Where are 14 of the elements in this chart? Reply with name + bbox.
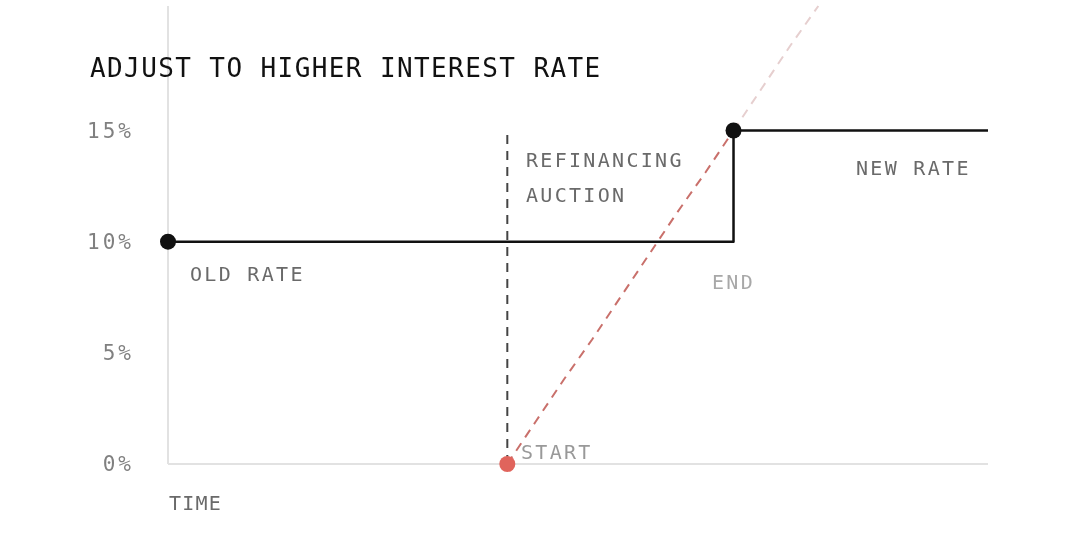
annotation: REFINANCING AUCTION xyxy=(526,146,685,209)
y-tick-label: 10% xyxy=(87,230,134,255)
annotation: START xyxy=(521,440,593,465)
annotation: OLD RATE xyxy=(190,261,305,286)
annotation: NEW RATE xyxy=(856,156,971,181)
y-tick-label: 15% xyxy=(87,118,134,143)
point xyxy=(725,122,742,139)
x-axis-title: TIME xyxy=(169,490,222,515)
text: ADJUST TO HIGHER INTEREST RATE xyxy=(90,52,602,83)
annotation: END xyxy=(712,270,756,295)
y-tick-label: 5% xyxy=(102,341,134,366)
y-tick-label: 0% xyxy=(102,452,134,477)
point xyxy=(160,233,176,250)
point xyxy=(499,456,516,472)
